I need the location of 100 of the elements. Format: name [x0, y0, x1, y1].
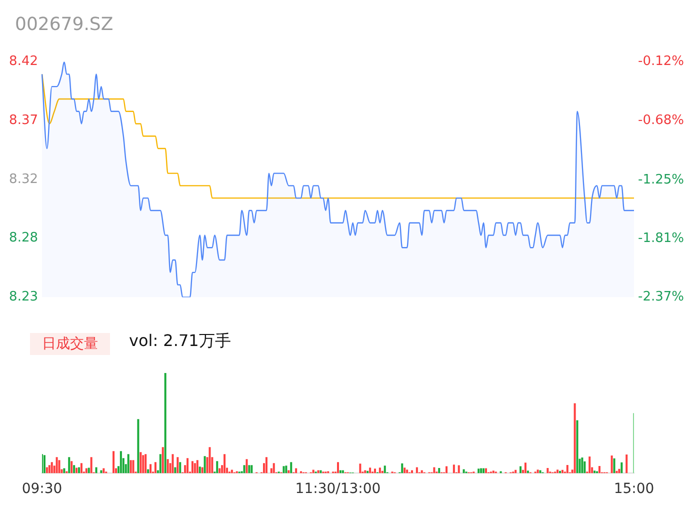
- bar: [337, 462, 339, 474]
- bar: [374, 468, 376, 474]
- bar: [80, 463, 82, 474]
- bar: [208, 447, 211, 474]
- bar: [288, 470, 290, 474]
- bar: [433, 467, 436, 474]
- bar: [526, 470, 529, 474]
- bar: [48, 465, 50, 474]
- bar: [73, 465, 76, 474]
- bar: [364, 470, 366, 474]
- bar: [626, 454, 628, 474]
- x-tick-label: 11:30/13:00: [295, 481, 381, 498]
- bar: [186, 458, 189, 474]
- bar: [43, 455, 46, 474]
- bar: [196, 460, 198, 474]
- bar: [514, 470, 517, 474]
- bar: [401, 463, 404, 474]
- bar: [159, 454, 162, 474]
- bar: [88, 468, 90, 474]
- bar: [154, 462, 156, 474]
- bar: [574, 403, 576, 474]
- bar: [230, 470, 233, 474]
- chart-title: 002679.SZ: [15, 14, 114, 35]
- y-tick-label: 8.42: [9, 54, 38, 70]
- y2-tick-label: -1.25%: [638, 172, 684, 188]
- y2-tick-label: -2.37%: [638, 290, 684, 305]
- bar: [290, 462, 292, 474]
- bar: [482, 468, 485, 474]
- bar: [285, 466, 288, 474]
- bar: [166, 459, 169, 474]
- bar: [162, 447, 164, 474]
- text: 日成交量: [30, 333, 110, 355]
- bar: [556, 470, 559, 474]
- bar: [598, 466, 600, 474]
- bar: [416, 467, 418, 474]
- text: vol: 2.71万手: [129, 331, 231, 352]
- bar: [411, 470, 413, 474]
- bar: [144, 454, 147, 474]
- bar: [250, 465, 253, 474]
- bar: [584, 461, 586, 474]
- bar: [50, 462, 53, 474]
- bar: [462, 469, 465, 474]
- bar: [524, 462, 526, 474]
- bar: [404, 468, 406, 474]
- bar: [194, 463, 196, 474]
- y-tick-label: 8.32: [9, 172, 38, 187]
- bar: [610, 455, 613, 474]
- bar: [46, 467, 48, 474]
- bar: [218, 468, 221, 474]
- bar: [536, 470, 539, 474]
- bar: [359, 464, 362, 474]
- y-tick-label: 8.28: [9, 230, 38, 246]
- bar: [68, 457, 70, 474]
- y2-tick-label: -0.68%: [638, 112, 684, 128]
- bar: [446, 466, 448, 474]
- bar: [520, 466, 522, 474]
- bar: [480, 468, 482, 474]
- bar: [70, 461, 73, 474]
- bar: [581, 457, 584, 474]
- bar: [420, 470, 423, 474]
- bar: [265, 457, 268, 474]
- bar: [137, 419, 140, 474]
- bar: [492, 470, 494, 474]
- line-series: [41, 74, 635, 199]
- bar: [566, 464, 568, 474]
- bar: [317, 470, 320, 474]
- bar: [438, 468, 440, 474]
- bar: [100, 470, 102, 474]
- bar: [485, 468, 487, 474]
- bar: [369, 468, 372, 474]
- bar: [201, 467, 204, 474]
- y-tick-label: 8.23: [9, 290, 38, 305]
- bar: [618, 468, 620, 474]
- bar: [164, 373, 166, 474]
- bar: [406, 470, 408, 474]
- bar: [452, 464, 455, 474]
- bar: [85, 468, 88, 474]
- bar: [546, 468, 549, 474]
- bar: [90, 457, 92, 474]
- bar: [339, 470, 342, 474]
- bar: [174, 467, 176, 474]
- bar: [147, 469, 150, 474]
- bar: [102, 468, 105, 474]
- bar: [127, 454, 130, 474]
- bar: [56, 457, 58, 474]
- bar: [63, 468, 66, 474]
- bar: [198, 466, 201, 474]
- bar: [594, 470, 596, 474]
- y-tick-label: 8.37: [9, 113, 38, 128]
- bar: [224, 454, 226, 474]
- bar: [248, 465, 250, 474]
- bar: [342, 470, 344, 474]
- bar: [320, 470, 322, 474]
- bar: [76, 468, 78, 474]
- bar: [282, 466, 285, 474]
- bar: [132, 460, 134, 474]
- bar: [78, 467, 80, 474]
- bar: [613, 458, 616, 474]
- bar: [179, 462, 182, 474]
- x-tick-label: 15:00: [614, 481, 654, 498]
